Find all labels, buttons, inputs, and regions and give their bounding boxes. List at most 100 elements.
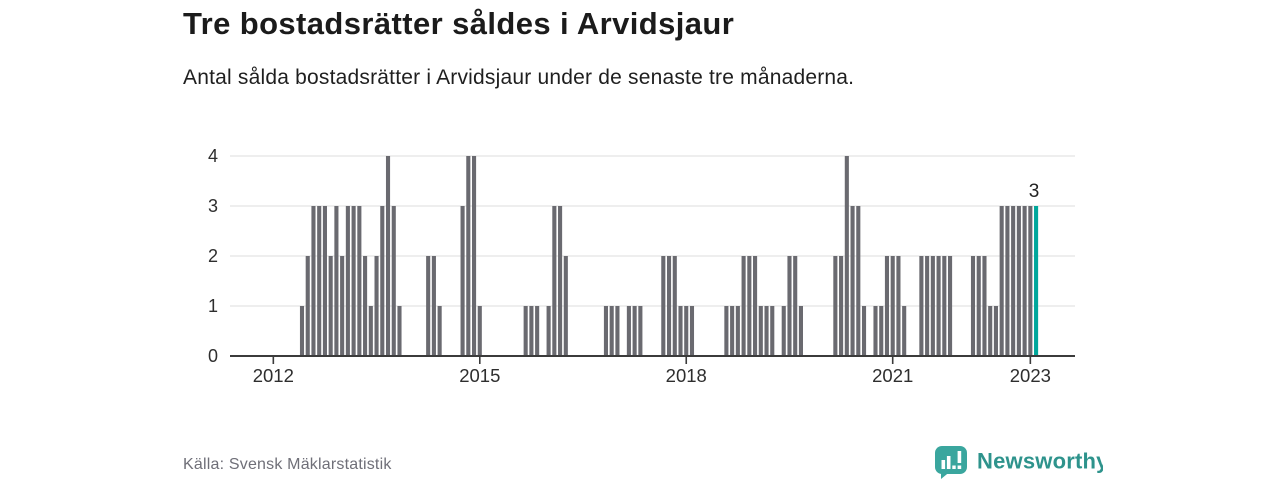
- bar: [993, 306, 998, 356]
- bar: [391, 206, 396, 356]
- source-credit: Källa: Svensk Mäklarstatistik: [183, 456, 392, 473]
- x-axis-label: 2012: [253, 365, 294, 386]
- bar: [879, 306, 884, 356]
- x-axis-label: 2015: [459, 365, 500, 386]
- bar: [311, 206, 316, 356]
- bar: [884, 256, 890, 356]
- bar: [844, 156, 849, 356]
- bar: [317, 206, 322, 356]
- bar: [902, 306, 907, 356]
- y-axis-label: 3: [208, 196, 218, 216]
- bar: [529, 306, 534, 356]
- bar: [385, 156, 391, 356]
- bar: [357, 206, 362, 356]
- page-title: Tre bostadsrätter såldes i Arvidsjaur: [183, 6, 735, 41]
- bar: [781, 306, 786, 356]
- bar: [787, 256, 792, 356]
- bar: [936, 256, 941, 356]
- bar: [856, 206, 861, 356]
- bar: [976, 256, 981, 356]
- bar: [523, 306, 528, 356]
- y-axis-label: 0: [208, 346, 218, 366]
- bar: [678, 306, 683, 356]
- last-value-label: 3: [1029, 181, 1040, 202]
- bar: [925, 256, 930, 356]
- bar: [970, 256, 976, 356]
- bar: [1011, 206, 1016, 356]
- bar: [626, 306, 631, 356]
- bar: [672, 256, 677, 356]
- bar: [363, 256, 368, 356]
- bar: [609, 306, 614, 356]
- bar: [638, 306, 643, 356]
- logo-bubble-icon: [935, 446, 967, 479]
- bar: [948, 256, 953, 356]
- x-axis-label: 2018: [666, 365, 707, 386]
- bar: [764, 306, 769, 356]
- bar: [1022, 206, 1027, 356]
- bar: [351, 206, 356, 356]
- bar: [340, 256, 345, 356]
- bar: [684, 306, 689, 356]
- logo-text: Newsworthy: [977, 449, 1103, 474]
- bar: [758, 306, 763, 356]
- y-axis-label: 4: [208, 146, 218, 166]
- bar: [1016, 206, 1021, 356]
- bar: [552, 206, 557, 356]
- bar: [896, 256, 901, 356]
- bar: [397, 306, 402, 356]
- bar: [535, 306, 540, 356]
- bar: [919, 256, 924, 356]
- bar: [861, 306, 867, 356]
- bar: [603, 306, 609, 356]
- bar: [735, 306, 740, 356]
- bar: [558, 206, 563, 356]
- bar: [299, 306, 305, 356]
- bar: [1028, 206, 1033, 356]
- bar: [380, 206, 385, 356]
- page-subtitle: Antal sålda bostadsrätter i Arvidsjaur u…: [183, 66, 855, 89]
- bar: [368, 306, 373, 356]
- bar: [982, 256, 987, 356]
- bar: [890, 256, 895, 356]
- bar: [770, 306, 775, 356]
- bar: [873, 306, 878, 356]
- bar: [345, 206, 350, 356]
- bar: [661, 256, 666, 356]
- x-axis-label: 2023: [1010, 365, 1051, 386]
- bar: [426, 256, 431, 356]
- bar: [793, 256, 798, 356]
- bar: [437, 306, 442, 356]
- bar: [546, 306, 551, 356]
- bar: [431, 256, 436, 356]
- x-axis-label: 2021: [872, 365, 913, 386]
- bar: [833, 256, 838, 356]
- bar: [334, 206, 339, 356]
- bar: [988, 306, 993, 356]
- bar: [850, 206, 855, 356]
- bar: [666, 256, 672, 356]
- bar: [632, 306, 637, 356]
- bar: [942, 256, 947, 356]
- y-axis-label: 1: [208, 296, 218, 316]
- y-axis-label: 2: [208, 246, 218, 266]
- bar: [460, 206, 465, 356]
- bar: [322, 206, 327, 356]
- bar: [689, 306, 695, 356]
- bar: [724, 306, 729, 356]
- newsworthy-logo: Newsworthy: [933, 445, 1109, 479]
- bar: [1005, 206, 1010, 356]
- bar: [730, 306, 735, 356]
- bar: [305, 256, 310, 356]
- bar: [466, 156, 471, 356]
- bar: [563, 256, 568, 356]
- bar: [999, 206, 1004, 356]
- bar: [477, 306, 482, 356]
- bar: [747, 256, 752, 356]
- bar: [472, 156, 477, 356]
- bar: [839, 256, 844, 356]
- bar: [374, 256, 379, 356]
- bar: [615, 306, 620, 356]
- bar: [930, 256, 935, 356]
